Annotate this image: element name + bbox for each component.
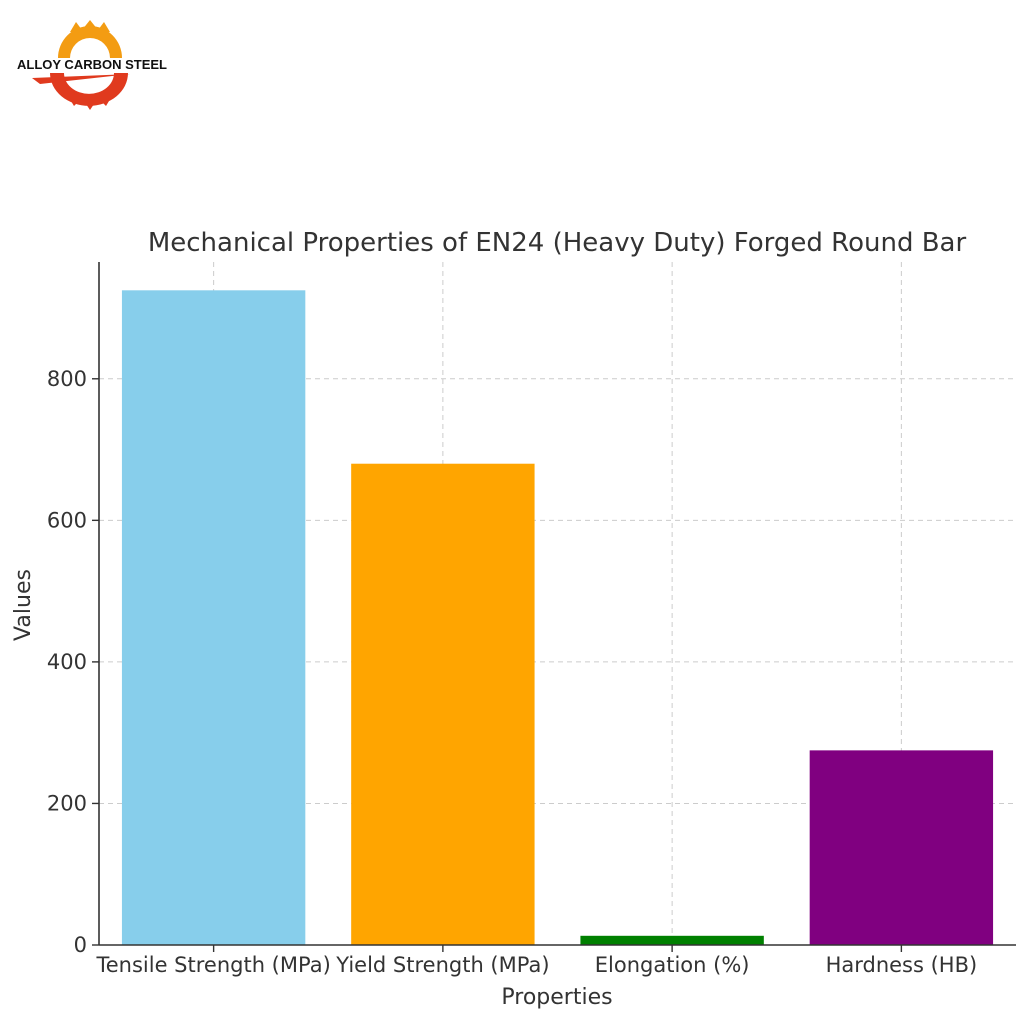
bars [121, 290, 994, 945]
x-tick-labels: Tensile Strength (MPa) Yield Strength (MP… [95, 945, 977, 977]
x-tick-label: Elongation (%) [595, 953, 750, 977]
brand-logo: ALLOY CARBON STEEL [17, 20, 167, 110]
y-tick-label: 400 [47, 650, 87, 674]
chart-title: Mechanical Properties of EN24 (Heavy Dut… [148, 228, 967, 258]
bar [121, 290, 306, 945]
logo-text: ALLOY CARBON STEEL [17, 57, 167, 72]
bar [809, 750, 994, 945]
x-axis-title: Properties [501, 985, 612, 1010]
y-axis-title: Values [11, 569, 36, 641]
y-tick-label: 200 [47, 791, 87, 815]
x-tick-label: Tensile Strength (MPa) [95, 953, 330, 977]
y-tick-label: 800 [47, 367, 87, 391]
y-tick-label: 600 [47, 508, 87, 532]
axes [98, 262, 1016, 946]
bar [351, 463, 535, 945]
y-tick-labels: 0 200 400 600 800 [47, 367, 99, 957]
x-tick-label: Yield Strength (MPa) [335, 953, 549, 977]
gear-icon [32, 20, 130, 110]
x-tick-label: Hardness (HB) [826, 953, 978, 977]
y-tick-label: 0 [74, 933, 87, 957]
bar [580, 935, 764, 945]
